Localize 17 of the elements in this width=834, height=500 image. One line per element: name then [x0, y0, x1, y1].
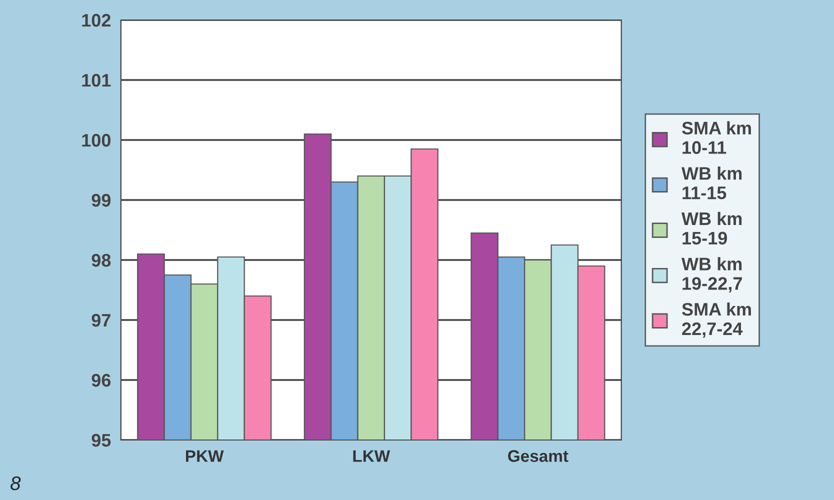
- legend-label: SMA km 10-11: [682, 121, 751, 154]
- legend-label: WB km 15-19: [682, 212, 742, 245]
- x-tick-label: PKW: [186, 450, 224, 462]
- legend-label: SMA km 22,7-24: [682, 302, 751, 338]
- y-tick-label: 95: [92, 434, 111, 447]
- x-tick-label: Gesamt: [508, 450, 568, 462]
- y-tick-label: 96: [92, 374, 111, 387]
- x-tick-label: LKW: [353, 450, 390, 462]
- y-tick-label: 98: [92, 254, 111, 267]
- y-tick-label: 102: [82, 14, 110, 27]
- y-tick-label: 97: [92, 314, 110, 327]
- y-tick-label: 101: [82, 74, 111, 87]
- text: 8: [10, 476, 21, 490]
- legend-label: WB km 11-15: [682, 166, 742, 200]
- y-tick-label: 99: [92, 194, 111, 207]
- legend-label: WB km 19-22,7: [682, 257, 742, 292]
- y-tick-label: 100: [82, 134, 110, 147]
